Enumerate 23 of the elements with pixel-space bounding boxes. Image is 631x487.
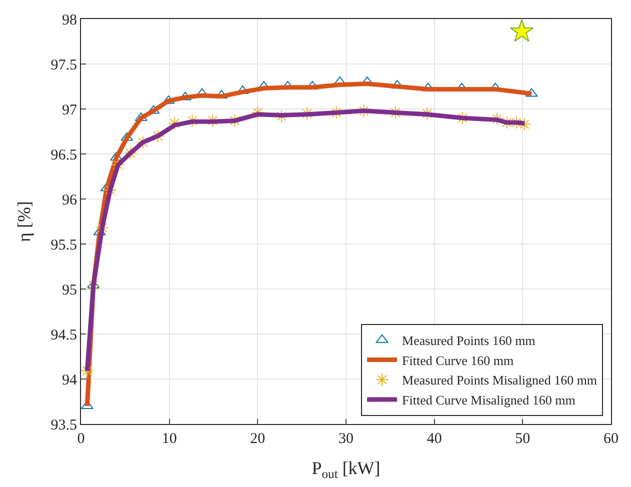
y-tick-label: 98 bbox=[62, 12, 77, 28]
y-tick-label: 93.5 bbox=[50, 417, 77, 434]
y-tick-label: 94 bbox=[62, 372, 78, 388]
x-tick-label: 60 bbox=[604, 431, 618, 447]
y-tick-label: 95.5 bbox=[50, 237, 77, 254]
y-tick-label: 95 bbox=[62, 282, 77, 298]
x-axis-title: P$_{out}$ [kW] bbox=[312, 458, 380, 481]
y-tick-label: 97.5 bbox=[50, 57, 77, 74]
y-tick-label: 94.5 bbox=[50, 327, 77, 344]
x-tick-label: 20 bbox=[250, 431, 266, 447]
x-tick-label: 30 bbox=[338, 431, 354, 447]
y-tick-label: 96 bbox=[62, 192, 78, 208]
x-tick-label: 0 bbox=[77, 431, 85, 447]
legend-label: Fitted Curve 160 mm bbox=[402, 352, 514, 368]
x-tick-label: 40 bbox=[426, 431, 442, 447]
x-tick-label: 10 bbox=[162, 431, 177, 447]
legend-label: Measured Points 160 mm bbox=[402, 332, 536, 348]
x-tick-label: 50 bbox=[515, 431, 530, 447]
y-tick-label: 97 bbox=[62, 102, 78, 118]
legend-label: Measured Points Misaligned 160 mm bbox=[402, 372, 598, 388]
y-axis-title: η [%] bbox=[14, 201, 34, 242]
y-tick-label: 96.5 bbox=[50, 147, 77, 164]
legend-label: Fitted Curve Misaligned 160 mm bbox=[402, 392, 576, 408]
